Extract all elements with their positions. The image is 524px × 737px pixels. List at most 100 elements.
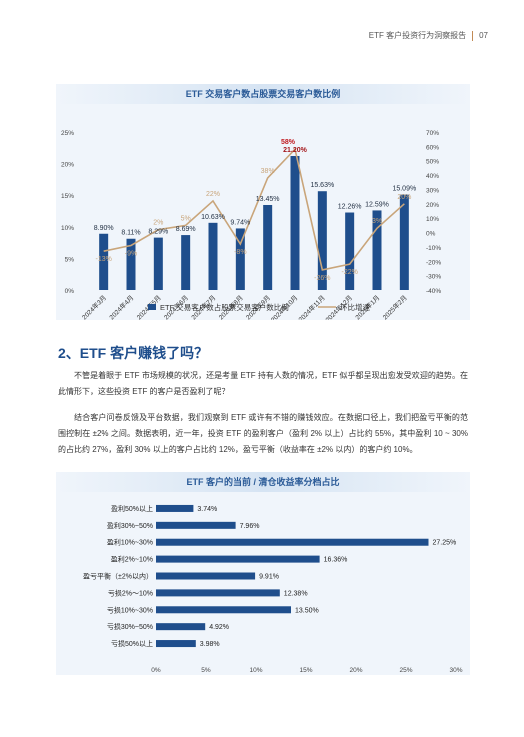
category-label: 盈利50%以上 bbox=[111, 504, 153, 513]
right-axis-tick: 30% bbox=[426, 187, 439, 194]
chart2-title: ETF 客户的当前 / 清仓收益率分档占比 bbox=[56, 472, 470, 492]
bar bbox=[399, 194, 409, 290]
x-axis-tick: 10% bbox=[249, 667, 262, 674]
growth-value-label: 3% bbox=[372, 218, 382, 225]
category-label: 亏损10%~30% bbox=[107, 605, 153, 614]
bar-value-label: 8.90% bbox=[94, 225, 114, 232]
right-axis-tick: 0% bbox=[426, 231, 436, 238]
hbar bbox=[156, 538, 429, 546]
hbar bbox=[156, 606, 291, 614]
x-axis-tick: 15% bbox=[299, 667, 312, 674]
page-number: 07 bbox=[479, 31, 488, 40]
category-label: 盈利2%~10% bbox=[111, 555, 153, 564]
bar-value-label: 12.59% bbox=[365, 201, 389, 208]
chart1-svg: 0% 5% 10% 15% 20% 25% -40% -30% -20% -10% 0% 10% 20%… bbox=[61, 130, 441, 324]
bar-value-label: 9.74% bbox=[230, 219, 250, 226]
bar-value-label: 12.26% bbox=[338, 204, 362, 211]
hbar bbox=[156, 521, 236, 529]
hbar-value-label: 3.98% bbox=[200, 641, 220, 648]
x-axis-tick: 0% bbox=[151, 667, 161, 674]
left-axis-tick: 15% bbox=[61, 193, 74, 200]
x-axis-tick: 20% bbox=[349, 667, 362, 674]
right-axis-tick: 20% bbox=[426, 202, 439, 209]
legend-bar-swatch bbox=[148, 304, 156, 310]
left-axis-tick: 20% bbox=[61, 162, 74, 169]
hbar-value-label: 27.25% bbox=[433, 540, 457, 547]
page-header: ETF 客户投资行为洞察报告 07 bbox=[369, 30, 488, 41]
bar-value-label: 15.09% bbox=[392, 186, 416, 193]
growth-value-label: 5% bbox=[181, 215, 191, 222]
bar bbox=[345, 212, 355, 290]
hbar bbox=[156, 572, 256, 580]
category-label: 亏损50%以上 bbox=[111, 639, 153, 648]
growth-line bbox=[103, 147, 405, 271]
legend-bar-label: ETF 交易客户数占股票交易客户数比例 bbox=[160, 302, 289, 312]
x-axis-tick: 25% bbox=[399, 667, 412, 674]
left-axis-tick: 10% bbox=[61, 225, 74, 232]
growth-value-label: -22% bbox=[341, 269, 357, 276]
bar-value-label: 8.69% bbox=[176, 226, 196, 233]
bar bbox=[235, 228, 245, 290]
bar bbox=[317, 191, 327, 290]
right-axis-tick: -30% bbox=[426, 274, 441, 281]
bar-value-label: 13.45% bbox=[256, 196, 280, 203]
left-axis-tick: 25% bbox=[61, 130, 74, 137]
category-label: 盈利30%~50% bbox=[107, 521, 153, 530]
bar bbox=[263, 204, 273, 290]
chart1-title: ETF 交易客户数占股票交易客户数比例 bbox=[56, 84, 470, 104]
hbar bbox=[156, 555, 320, 563]
chart2-svg: 0% 5% 10% 15% 20% 25% 30% 盈利50%以上 3.74% 盈利30%~50%… bbox=[83, 504, 463, 674]
right-axis-tick: -40% bbox=[426, 288, 441, 295]
left-axis-tick: 0% bbox=[65, 288, 75, 295]
growth-value-label: 22% bbox=[206, 191, 220, 198]
bar bbox=[372, 210, 382, 290]
report-title: ETF 客户投资行为洞察报告 bbox=[368, 31, 467, 40]
bar-value-label: 8.11% bbox=[121, 230, 140, 237]
right-axis-tick: -20% bbox=[426, 259, 441, 266]
bar bbox=[153, 237, 163, 290]
hbar-value-label: 4.92% bbox=[209, 624, 229, 631]
growth-value-label: -13% bbox=[95, 256, 111, 263]
hbar-value-label: 7.96% bbox=[240, 523, 260, 530]
hbar-value-label: 9.91% bbox=[259, 574, 279, 581]
growth-value-label: 58% bbox=[281, 139, 296, 146]
legend-line-label: 环比增速 bbox=[340, 302, 370, 312]
header-divider bbox=[472, 30, 474, 41]
hbar-value-label: 3.74% bbox=[197, 506, 217, 513]
growth-value-label: -9% bbox=[125, 250, 137, 257]
hbar bbox=[156, 640, 196, 648]
hbar-value-label: 12.38% bbox=[284, 590, 308, 597]
section-title: 2、ETF 客户赚钱了吗？ bbox=[58, 345, 209, 361]
growth-value-label: 2% bbox=[153, 220, 163, 227]
right-axis-tick: 50% bbox=[426, 159, 439, 166]
category-label: 盈利10%~30% bbox=[107, 538, 153, 547]
x-axis-tick: 2025年2月 bbox=[380, 293, 408, 320]
bar-value-label: 8.29% bbox=[148, 229, 168, 236]
growth-value-label: -8% bbox=[234, 249, 246, 256]
paragraph-2: 结合客户问卷反馈及平台数据，我们观察到 ETF 或许有不错的赚钱效应。在数据口径… bbox=[58, 413, 468, 454]
chart1-panel: ETF 交易客户数占股票交易客户数比例 0% 5% 10% 15% 20% 25% -40%… bbox=[56, 84, 470, 324]
right-axis-tick: 40% bbox=[426, 173, 439, 180]
x-axis-tick: 2024年4月 bbox=[107, 293, 135, 320]
hbar bbox=[156, 623, 206, 631]
hbar bbox=[156, 504, 194, 512]
growth-value-label: 38% bbox=[261, 168, 275, 175]
bar-value-label: 10.63% bbox=[201, 214, 225, 221]
right-axis-tick: 70% bbox=[426, 130, 439, 137]
growth-value-label: -26% bbox=[314, 275, 330, 282]
hbar-value-label: 13.50% bbox=[295, 607, 319, 614]
x-axis-tick: 5% bbox=[201, 667, 211, 674]
right-axis-tick: -10% bbox=[426, 245, 441, 252]
right-axis-tick: 60% bbox=[426, 144, 439, 151]
bar bbox=[208, 222, 218, 290]
x-axis-tick: 30% bbox=[449, 667, 462, 674]
x-axis-tick: 2024年3月 bbox=[80, 293, 108, 320]
hbar-value-label: 16.36% bbox=[324, 557, 348, 564]
chart2-panel: ETF 客户的当前 / 清仓收益率分档占比 0% 5% 10% 15% 20% 25% 30… bbox=[56, 472, 470, 675]
category-label: 亏损2%～10% bbox=[108, 588, 153, 597]
bar bbox=[181, 235, 191, 290]
category-label: 亏损30%~50% bbox=[107, 622, 153, 631]
bar bbox=[99, 233, 109, 290]
bar bbox=[290, 156, 300, 290]
left-axis-tick: 5% bbox=[65, 256, 75, 263]
